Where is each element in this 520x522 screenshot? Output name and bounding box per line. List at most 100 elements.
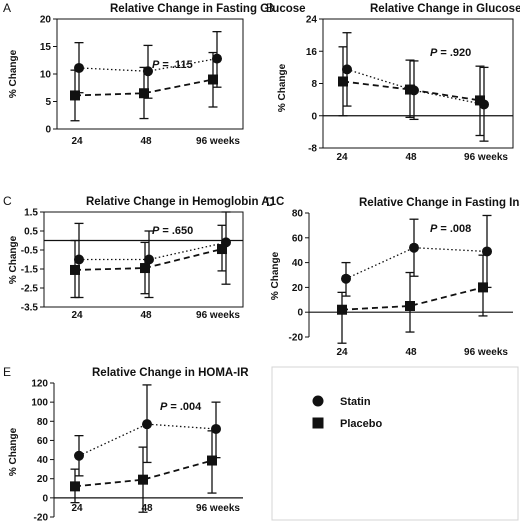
legend: Statin Placebo: [271, 366, 519, 521]
y-axis-label: % Change: [8, 49, 19, 98]
panel-b: B Relative Change in Glucose Tolerance -8 0…: [266, 1, 520, 163]
panel-title: Relative Change in Fasting Insulin: [359, 197, 520, 209]
x-tick-label: 24: [71, 503, 83, 514]
panel-letter: B: [266, 1, 274, 15]
panel-title: Relative Change in Glucose Tolerance: [370, 3, 520, 15]
placebo-series-line: [74, 459, 213, 488]
placebo-series-line: [342, 80, 481, 102]
panel-title: Relative Change in Fasting Glucose: [110, 3, 306, 15]
y-tick-label: 0: [45, 125, 51, 136]
placebo-point: [208, 74, 218, 85]
p-value: P = .004: [160, 401, 202, 413]
panel-d: D Relative Change in Fasting Insulin -20 0 2…: [266, 195, 520, 358]
x-tick-label: 24: [336, 347, 348, 358]
y-tick-label: 0: [311, 111, 317, 122]
x-tick-label: 24: [71, 310, 83, 321]
p-value: P = .115: [152, 59, 193, 71]
panel-e: E Relative Change in HOMA-IR -20 0 20 40 60 80 1…: [3, 365, 249, 522]
statin-series-line: [345, 247, 488, 280]
statin-point: [74, 450, 84, 461]
y-tick-label: 20: [292, 283, 304, 294]
y-tick-label: -1.5: [21, 265, 39, 276]
panel-a: A Relative Change in Fasting Glucose 0 5 10 1…: [3, 1, 306, 147]
placebo-point: [337, 304, 347, 315]
statin-point: [143, 66, 153, 77]
y-tick-label: 1.5: [24, 208, 38, 219]
y-axis-label: % Change: [8, 427, 19, 476]
p-value: P = .008: [430, 223, 471, 235]
y-tick-label: 0.5: [24, 227, 38, 238]
placebo-point: [338, 76, 348, 87]
y-tick-label: 80: [292, 209, 304, 220]
legend-placebo-marker: [312, 417, 324, 429]
x-tick-label: 96 weeks: [464, 152, 508, 163]
y-tick-label: 100: [31, 398, 48, 409]
y-axis-label: % Change: [8, 235, 19, 284]
y-tick-label: 40: [292, 258, 304, 269]
y-tick-label: 10: [40, 70, 52, 81]
y-tick-label: -2.5: [21, 284, 39, 295]
p-value: P = .650: [152, 225, 193, 237]
placebo-point: [405, 301, 415, 311]
legend-statin-label: Statin: [340, 396, 371, 408]
panel-title: Relative Change in HOMA-IR: [92, 367, 249, 379]
placebo-point: [70, 90, 80, 101]
plot-frame: [43, 211, 244, 308]
x-tick-label: 48: [405, 347, 417, 358]
placebo-point: [405, 84, 415, 95]
y-tick-label: 20: [40, 15, 52, 26]
panel-c: C Relative Change in Hemoglobin A1C -3.5 -2…: [3, 194, 284, 321]
panel-letter: E: [3, 365, 11, 379]
statin-point: [212, 53, 222, 64]
y-tick-label: 60: [37, 436, 49, 447]
statin-point: [341, 273, 351, 284]
y-tick-label: 80: [37, 417, 49, 428]
y-tick-label: 24: [306, 15, 318, 26]
x-tick-label: 48: [405, 152, 417, 163]
y-axis-label: % Change: [277, 63, 288, 112]
x-tick-label: 48: [141, 503, 153, 514]
statin-point: [142, 419, 152, 430]
panel-title: Relative Change in Hemoglobin A1C: [86, 196, 284, 208]
y-tick-label: 8: [311, 79, 317, 90]
placebo-point: [478, 282, 488, 293]
y-tick-label: 15: [40, 42, 52, 53]
placebo-point: [475, 95, 485, 106]
x-tick-label: 96 weeks: [196, 310, 240, 321]
placebo-point: [138, 474, 148, 485]
x-tick-label: 48: [140, 136, 152, 147]
y-tick-label: 20: [37, 474, 49, 485]
y-tick-label: 0: [297, 308, 303, 319]
placebo-series-line: [341, 286, 484, 311]
y-axis-label: % Change: [270, 251, 281, 300]
placebo-series-line: [74, 78, 214, 97]
y-tick-label: 60: [292, 233, 304, 244]
statin-point: [74, 254, 84, 265]
statin-point: [409, 242, 419, 253]
placebo-point: [207, 455, 217, 466]
x-tick-label: 24: [71, 136, 83, 147]
y-tick-label: -0.5: [21, 246, 39, 257]
y-tick-label: -20: [289, 333, 304, 344]
y-tick-label: -20: [34, 513, 49, 522]
placebo-point: [70, 481, 80, 492]
placebo-point: [217, 244, 227, 255]
placebo-point: [70, 264, 80, 275]
placebo-point: [139, 88, 149, 99]
p-value: P = .920: [430, 47, 471, 59]
x-tick-label: 48: [140, 310, 152, 321]
legend-frame: [271, 366, 519, 521]
x-tick-label: 96 weeks: [196, 503, 240, 514]
placebo-point: [140, 263, 150, 274]
y-tick-label: 0: [42, 493, 48, 504]
y-tick-label: 40: [37, 455, 49, 466]
y-tick-label: 5: [45, 97, 51, 108]
statin-point: [144, 254, 154, 265]
legend-statin-marker: [312, 395, 324, 407]
x-tick-label: 24: [336, 152, 348, 163]
statin-point: [482, 246, 492, 257]
statin-series-line: [78, 423, 217, 457]
panel-letter: A: [3, 1, 11, 15]
y-tick-label: 120: [31, 379, 48, 390]
